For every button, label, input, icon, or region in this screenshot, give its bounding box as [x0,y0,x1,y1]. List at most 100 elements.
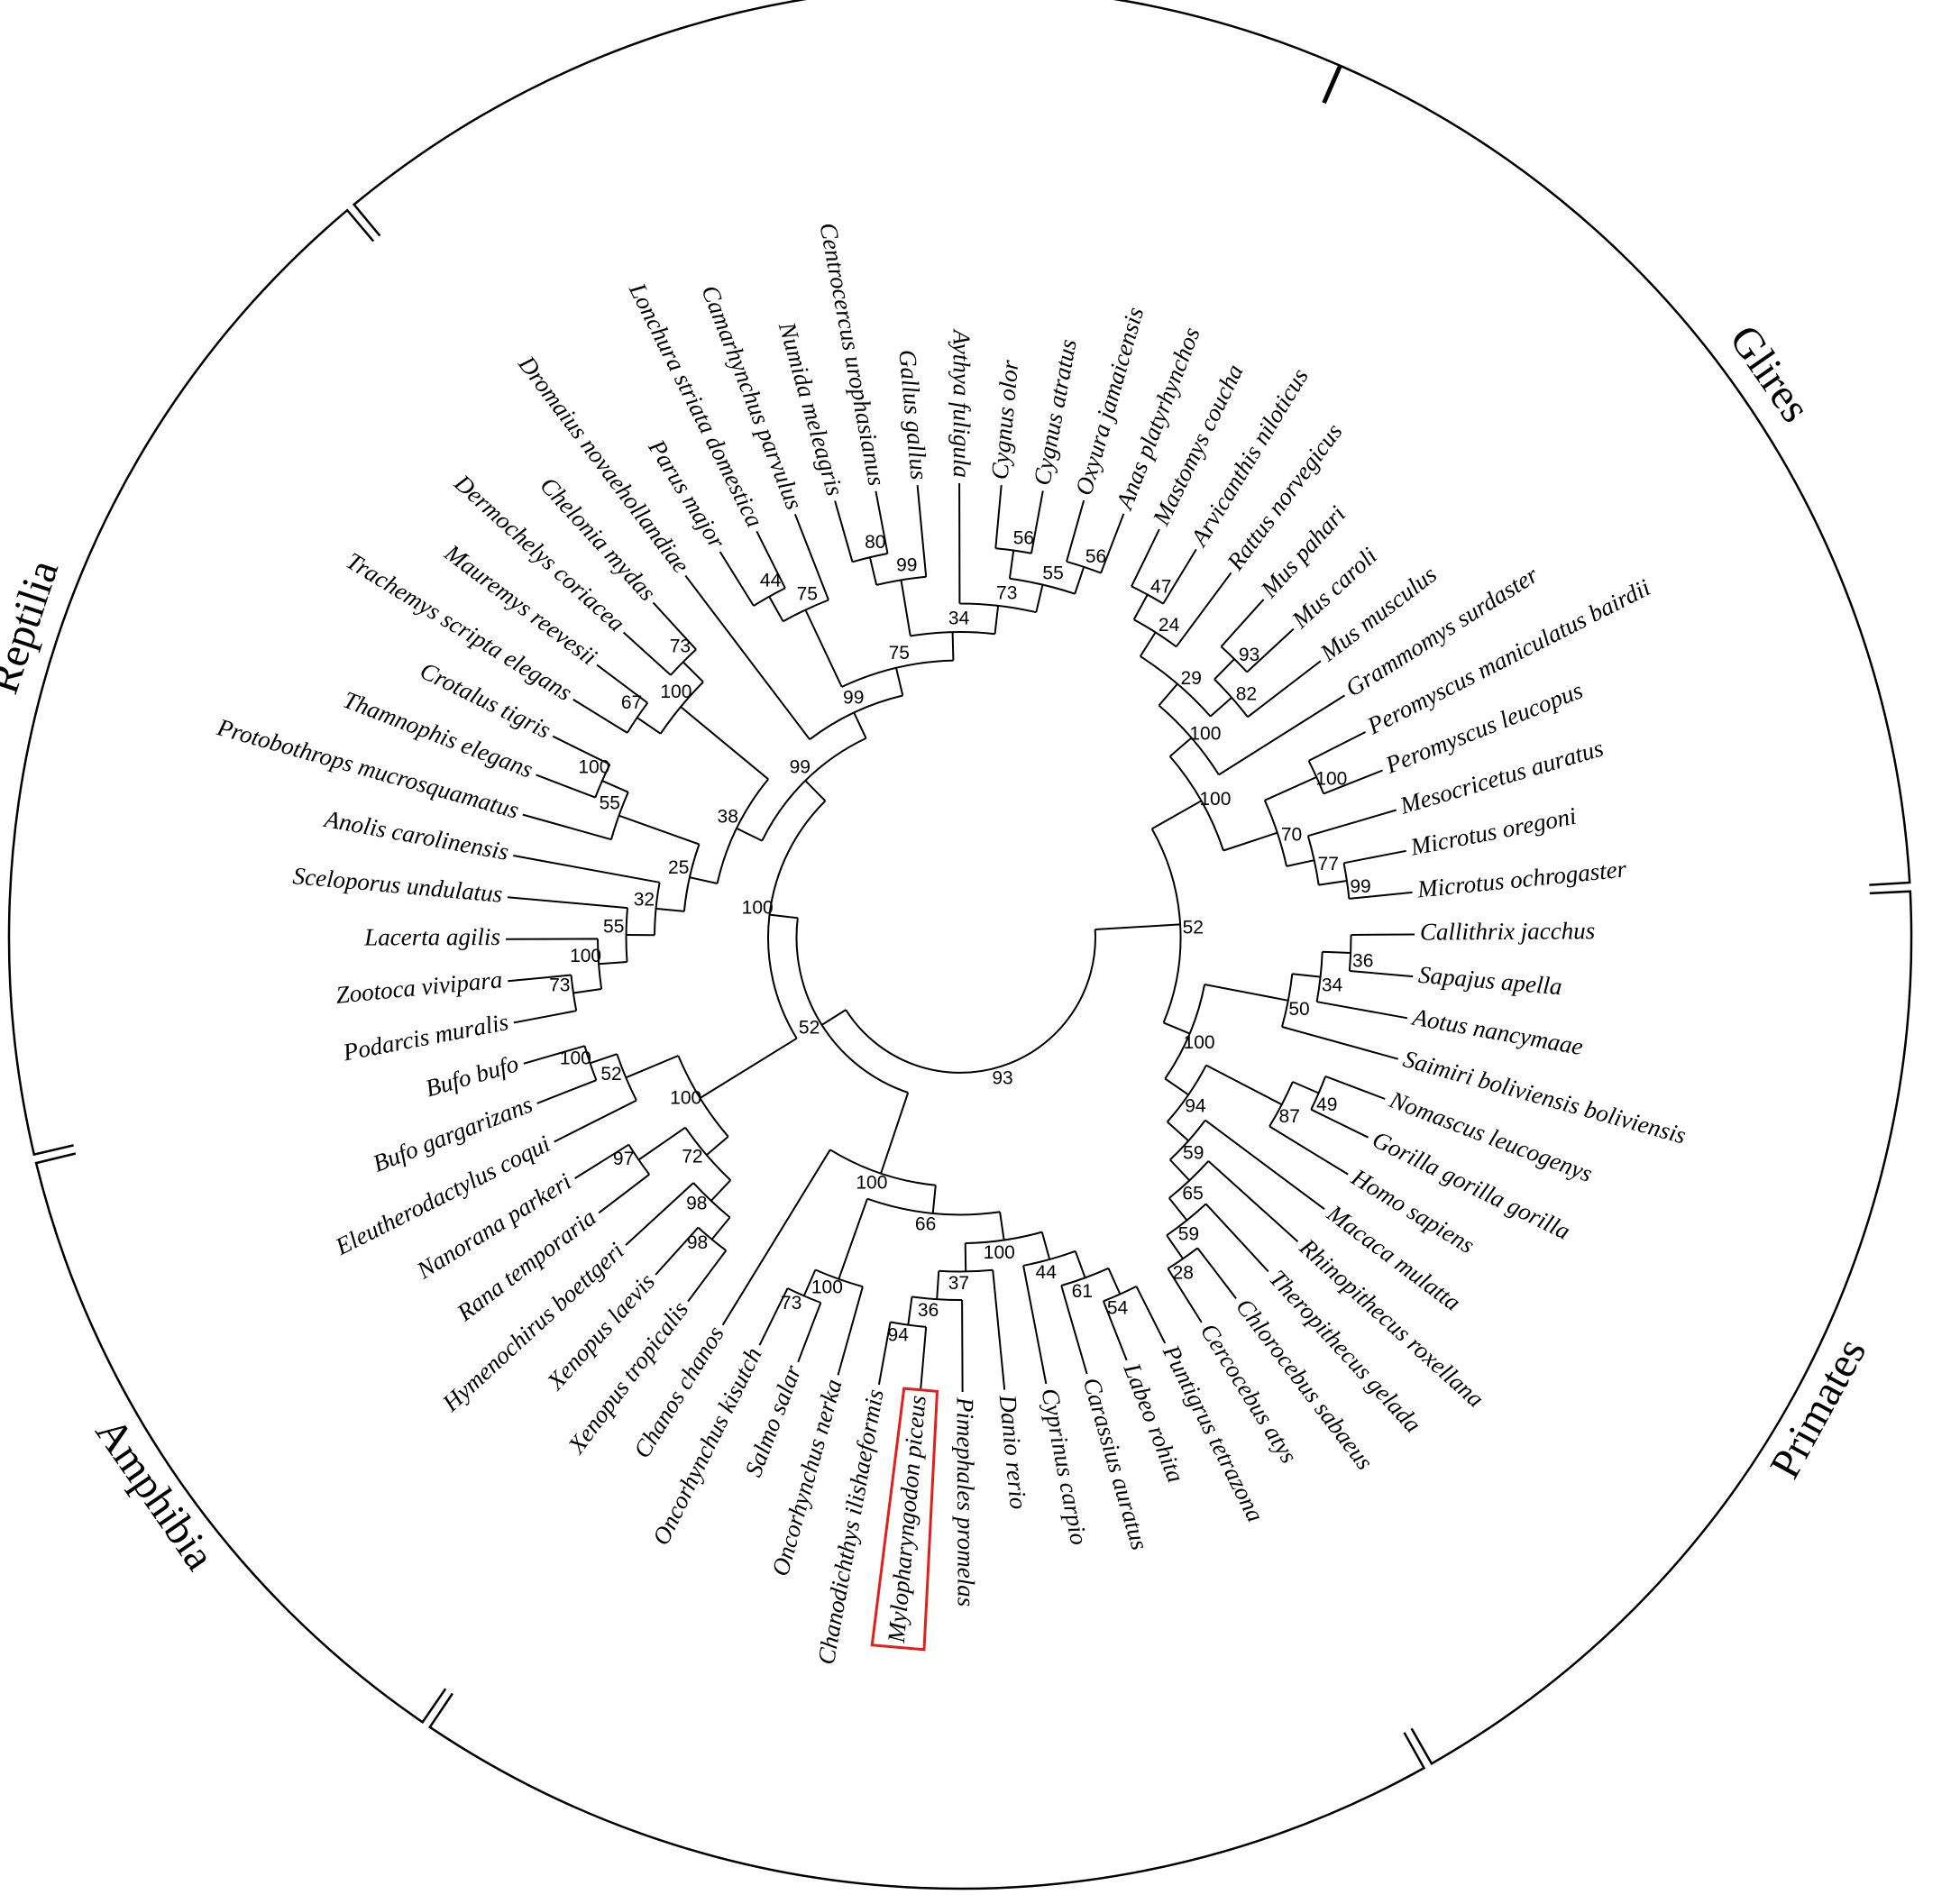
taxon-label-cygolor: Cygnus olor [985,359,1023,481]
leaf-line [596,664,629,690]
bootstrap-value: 37 [948,1273,969,1294]
bootstrap-value: 98 [686,1194,707,1214]
bootstrap-value: 87 [1279,1106,1300,1127]
bootstrap-value: 100 [1184,1032,1215,1053]
leaf-line [522,813,562,827]
branch-n_lacert [545,938,603,994]
branch-n_pero [1307,749,1347,795]
bootstrap-value: 99 [790,757,811,778]
leaf-line [1367,849,1406,860]
tree-branches [545,522,1376,1353]
bootstrap-value: 24 [1159,615,1180,636]
clade-label-amphibia: Amphibia [87,1409,224,1579]
bootstrap-value: 93 [992,1068,1012,1089]
leaf-line [1329,731,1366,751]
bootstrap-value: 52 [1183,918,1204,938]
clade-bracket-glires [1323,64,1911,886]
taxon-label-sapajus: Sapajus apella [1417,961,1563,1001]
leaf-line [1368,1010,1408,1020]
leaf-line [523,1051,563,1065]
clade-bracket-amphibia [34,1152,447,1725]
leaf-line [1347,1084,1386,1100]
leaf-line [721,1290,745,1326]
leaf-line [1072,499,1085,539]
leaf-line [1288,660,1322,686]
branch-n_nonmam [769,913,910,1174]
bootstrap-value: 100 [660,682,691,702]
taxon-label-callithrix: Callithrix jacchus [1420,917,1595,945]
leaf-line [1075,1335,1088,1375]
bootstrap-value: 52 [799,1017,820,1038]
taxon-label-zootoca: Zootoca vivipara [334,966,503,1009]
bootstrap-value: 55 [600,792,620,813]
bootstrap-value: 56 [1085,546,1106,567]
leaf-line [598,1188,631,1214]
bootstrap-value: 100 [670,1088,701,1109]
taxon-label-microoch: Microtus ochrogaster [1415,855,1628,902]
bootstrap-value: 100 [1199,789,1231,810]
bootstrap-value: 100 [560,1048,591,1068]
bootstrap-values: 47 24 93 82 29 100 100 99 77 70 100 36 34 50 49 87 28 59 6… [549,528,1373,1346]
leaf-line [622,631,654,660]
bootstrap-value: 77 [1318,854,1339,874]
taxon-label-lacerta: Lacerta agilis [363,923,500,951]
branch-n_tetra [699,780,827,1099]
leaf-line [837,1336,850,1376]
highlight-box [870,1387,939,1652]
bootstrap-value: 50 [1288,999,1309,1020]
bootstrap-value: 100 [984,1242,1015,1263]
leaf-line [1268,1214,1299,1242]
leaf-line [572,699,608,721]
taxon-label-aythya: Aythya fuligula [948,328,975,478]
bootstrap-value: 44 [760,571,782,591]
leaf-line [536,774,573,791]
bootstrap-value: 54 [1107,1298,1129,1319]
leaf-line [1292,1185,1325,1211]
leaf-line [536,1087,575,1104]
taxon-label-danio: Danio rerio [994,1393,1032,1511]
branch-n_teleo [742,1149,937,1292]
leaf-line [513,1014,554,1024]
bootstrap-value: 100 [570,946,601,966]
branch-n_mylchano [884,1321,928,1351]
bootstrap-value: 99 [896,555,917,576]
bootstrap-value: 52 [600,1064,621,1085]
leaf-line [1206,572,1232,606]
bootstrap-value: 34 [1322,975,1343,995]
branch-n_cricet2 [1263,776,1317,867]
taxon-label-aotus: Aotus nancymaae [1409,1002,1585,1060]
leaf-line [652,601,681,633]
bootstrap-value: 70 [1281,825,1302,846]
taxon-label-sceloporus: Sceloporus undulatus [292,862,504,908]
branch-n_anseri [958,522,1044,614]
leaf-line [1146,1307,1167,1344]
bootstrap-value: 73 [549,975,570,996]
branch-n_xeno [681,1226,728,1270]
branch-n_parlon [740,566,786,607]
bootstrap-value: 73 [781,1293,801,1314]
leaf-line [756,530,775,568]
branch-n_derche [652,631,697,676]
leaf-line [834,500,847,540]
bootstrap-value: 66 [915,1214,936,1235]
branch-n_squam [618,814,701,912]
taxon-label-camarhyn: Camarhynchus parvulus [696,281,808,513]
taxon-label-cyprinus: Cyprinus carpio [1036,1386,1093,1547]
leaf-line [916,485,922,526]
bootstrap-value: 36 [918,1300,939,1321]
branch-n_microtus [1342,857,1373,900]
branch-n_owm [1169,1119,1294,1186]
bootstrap-value: 93 [1239,645,1259,665]
bootstrap-value: 38 [718,807,738,828]
bootstrap-value: 100 [856,1172,887,1193]
bootstrap-value: 100 [1315,768,1347,789]
bootstrap-value: 99 [843,688,864,709]
branch-n_cygnus [994,524,1037,554]
leaf-line [1241,1241,1269,1273]
branch-n_mus2 [1220,627,1266,673]
bootstrap-value: 29 [1181,668,1202,689]
bootstrap-value: 34 [948,609,970,629]
branch-n_salki [776,1287,822,1326]
branch-n_mast_arv [1131,564,1177,605]
